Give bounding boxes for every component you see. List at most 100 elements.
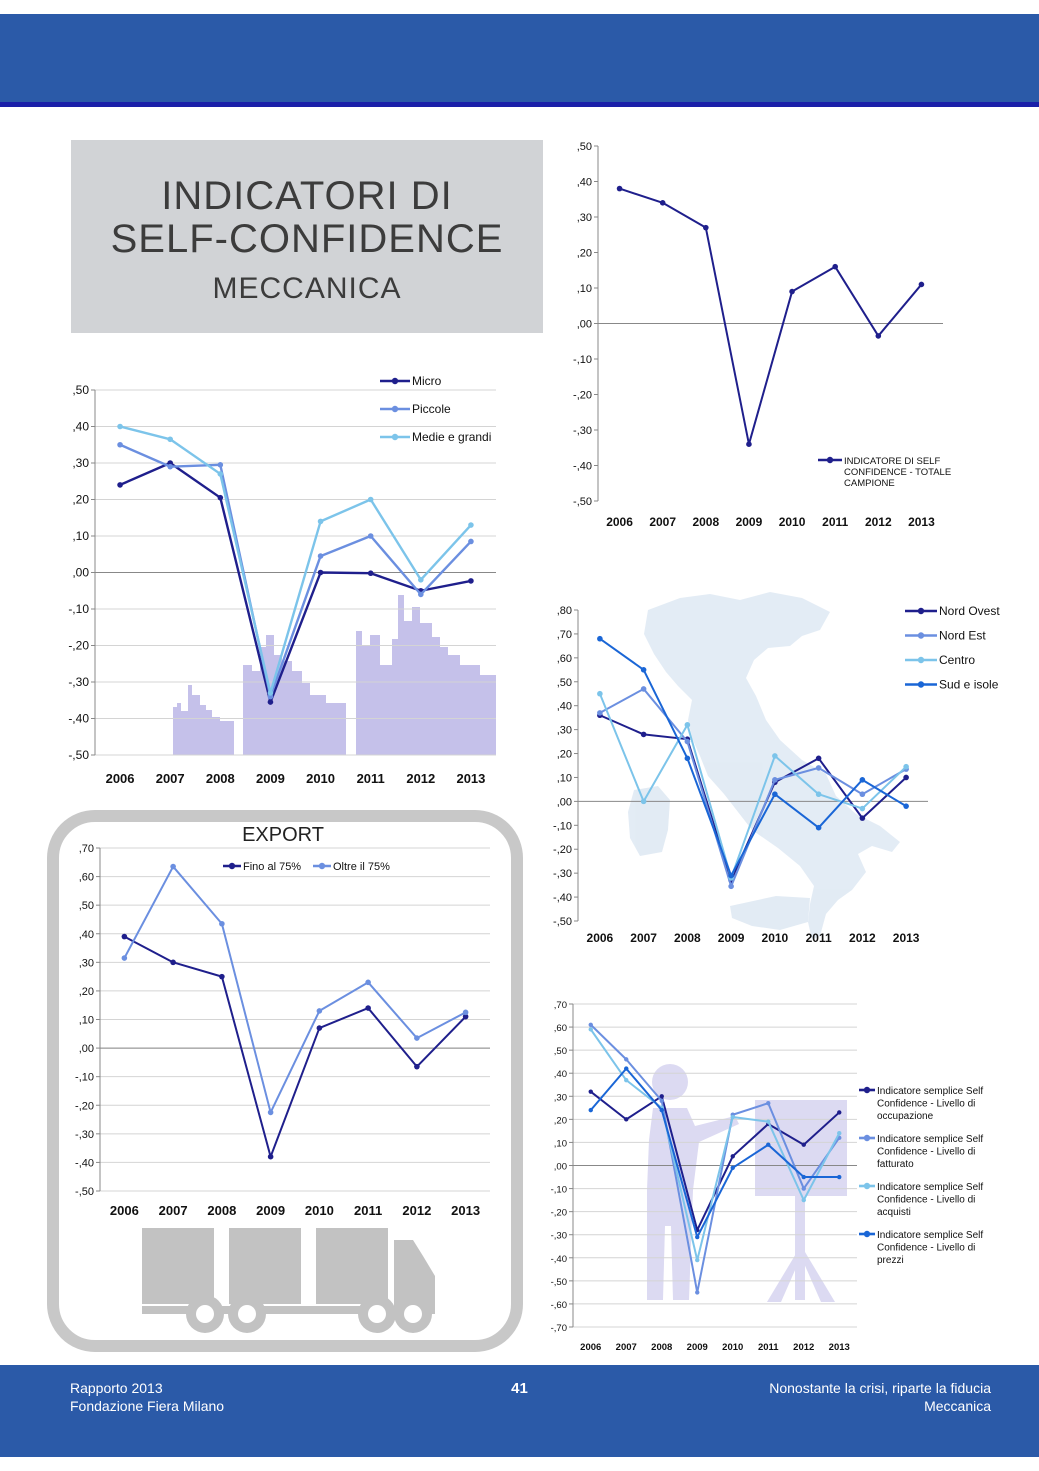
legend-marker [863,1134,871,1142]
y-tick-label: ,20 [72,493,89,507]
data-point [219,920,225,927]
legend-label: Indicatore semplice Self Confidence - Liv… [877,1182,983,1218]
x-tick-label: 2009 [718,931,745,945]
x-tick-label: 2010 [305,1203,334,1218]
data-point [317,569,324,576]
footer-report-year: Rapporto 2013 [70,1380,163,1396]
data-point [462,1009,469,1016]
header-band [0,14,1039,104]
data-point [167,436,173,443]
data-point [640,731,647,738]
data-point [597,710,603,716]
legend-marker [917,632,925,639]
data-point [766,1119,771,1124]
data-point [588,1022,593,1027]
y-tick-label: -,10 [551,1185,567,1196]
data-point [170,959,176,966]
series-line [619,187,923,446]
data-point [418,577,424,583]
truck-icon [142,1228,435,1333]
data-point [588,1107,593,1113]
legend-group: Fino al 75% Oltre il 75% [223,861,390,873]
legend-marker [863,1182,871,1190]
legend-label: Fino al 75% [243,861,301,873]
data-point [367,533,374,539]
axes-group: ,50 ,40 ,30 ,20 ,10 ,00 -,10 -,20 -,30 -,40 -,50 20… [68,383,496,786]
legend-group: Micro Piccole Medie e grandi [380,374,491,444]
series-line [590,1090,840,1232]
series-line [123,865,467,1114]
data-point [766,1101,771,1106]
x-tick-label: 2008 [206,771,235,786]
x-tick-label: 2007 [616,1342,637,1353]
title-box: INDICATORI DI SELF-CONFIDENCE MECCANICA [71,140,543,333]
data-point [728,872,734,879]
legend-marker [863,1230,871,1238]
y-tick-label: -,40 [551,1254,567,1265]
x-tick-label: 2011 [357,771,385,786]
x-tick-label: 2012 [793,1342,814,1353]
legend-marker [917,607,925,615]
y-tick-label: -,10 [75,1072,94,1084]
legend-label: Indicatore semplice Self Confidence - Liv… [877,1230,983,1266]
data-point [588,1089,593,1094]
data-point [772,777,778,783]
x-tick-label: 2006 [580,1342,601,1353]
data-point [597,635,603,642]
data-point [789,288,795,295]
data-point [903,763,909,770]
x-tick-label: 2013 [451,1203,480,1218]
y-tick-label: -,70 [551,1323,567,1334]
legend-marker [826,456,834,464]
y-tick-label: -,40 [553,892,572,904]
legend-label: Piccole [412,402,451,416]
data-point [903,803,909,809]
y-tick-label: -,50 [68,748,89,762]
data-point [684,722,691,728]
y-tick-label: ,70 [557,629,572,641]
data-point [624,1066,629,1071]
series-line [589,1067,840,1239]
series-line [119,461,472,704]
data-point [659,1094,664,1099]
x-tick-label: 2013 [456,771,485,786]
data-point [728,883,734,890]
y-tick-label: ,60 [79,872,94,884]
x-tick-label: 2013 [829,1342,850,1353]
chart-simple-indicators: ,70 ,60 ,50 ,40 ,30 ,20 ,10 ,00 -,10 -,20 -,30 -,40… [551,1000,984,1353]
data-point [730,1154,735,1159]
data-point [875,333,882,339]
legend-group: Nord Ovest Nord Est Centro Sud e isole [905,604,1000,692]
footer-publisher: Fondazione Fiera Milano [70,1398,225,1414]
italy-map-background [628,592,900,940]
x-tick-label: 2006 [106,771,135,786]
x-tick-label: 2006 [606,515,633,529]
y-tick-label: ,20 [557,749,572,761]
data-point [640,667,647,673]
data-point [317,553,324,559]
data-point [121,955,128,961]
y-tick-label: ,20 [554,1115,567,1126]
data-point [640,798,647,805]
y-tick-label: -,50 [573,496,592,508]
data-point [859,815,866,821]
series-line [589,1028,841,1262]
data-point [801,1142,806,1147]
legend-label: Indicatore semplice Self Confidence - Liv… [877,1134,983,1170]
y-tick-label: ,70 [79,843,94,855]
y-tick-label: ,10 [554,1138,567,1149]
data-point [616,185,623,192]
legend-marker [863,1086,871,1094]
y-tick-label: -,30 [75,1129,94,1141]
y-tick-label: ,40 [557,701,572,713]
x-tick-label: 2008 [651,1342,672,1353]
axes-group: ,70 ,60 ,50 ,40 ,30 ,20 ,10 ,00 -,10 -,20 -,30 -,40… [75,843,490,1218]
data-point [772,791,778,798]
x-tick-label: 2007 [156,771,185,786]
y-tick-label: ,60 [554,1023,567,1034]
x-tick-label: 2008 [692,515,719,529]
y-tick-label: ,20 [577,248,592,260]
y-tick-label: -,30 [573,425,592,437]
y-tick-label: ,40 [79,929,94,941]
y-tick-label: -,20 [75,1100,94,1112]
